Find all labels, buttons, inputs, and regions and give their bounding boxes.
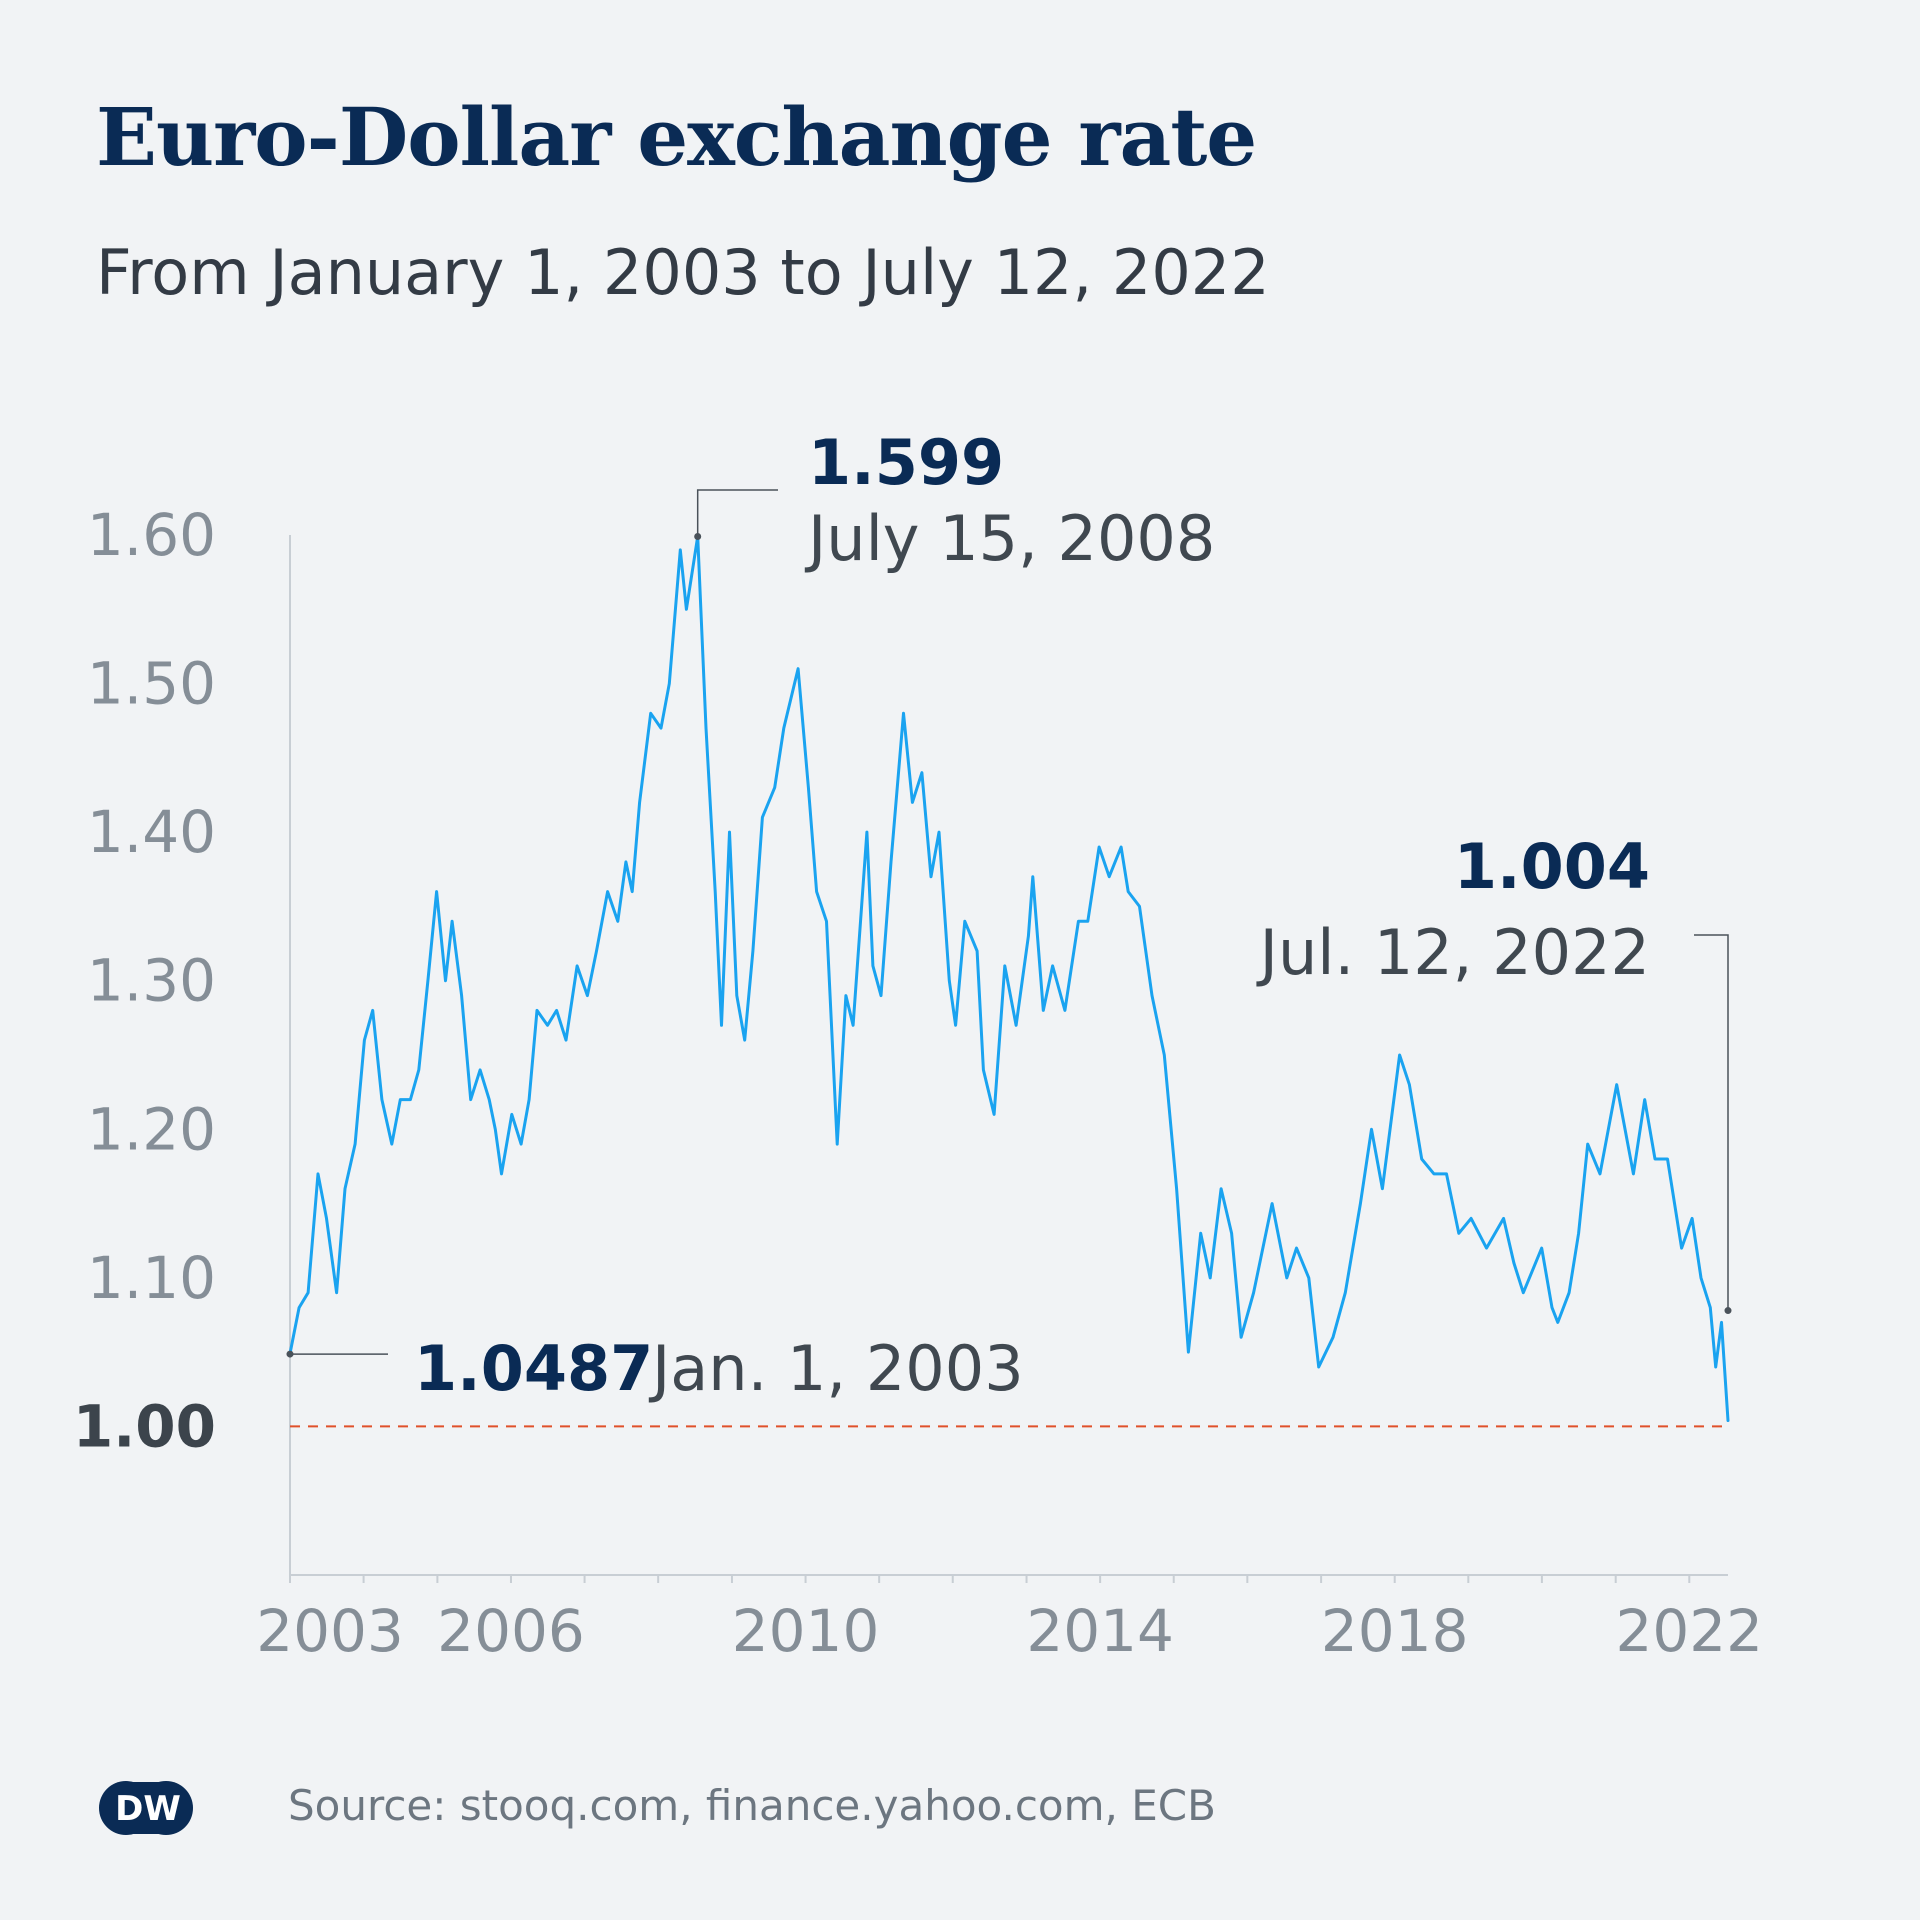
dw-logo: DW: [99, 1781, 193, 1835]
x-tick-label: 2003: [256, 1597, 404, 1665]
y-tick-label: 1.20: [87, 1095, 216, 1163]
x-tick-label: 2006: [437, 1597, 585, 1665]
x-tick-label: 2022: [1615, 1597, 1763, 1665]
y-tick-label: 1.00: [73, 1392, 216, 1460]
exchange-rate-line: [288, 535, 1730, 1422]
annotation-end-leader: [1694, 934, 1729, 1311]
y-tick-label: 1.50: [87, 650, 216, 718]
y-axis-labels: 1.60 1.50 1.40 1.30 1.20 1.10 1.00: [73, 501, 216, 1460]
axes: [289, 535, 1728, 1583]
x-tick-label: 2018: [1321, 1597, 1469, 1665]
annotation-peak-value: 1.599: [808, 426, 1004, 499]
series-layer: [288, 535, 1730, 1428]
annotation-start-date: Jan. 1, 2003: [648, 1332, 1024, 1405]
y-tick-label: 1.40: [87, 798, 216, 866]
chart-subtitle: From January 1, 2003 to July 12, 2022: [96, 236, 1270, 309]
annotation-start-value: 1.0487: [414, 1332, 653, 1405]
y-tick-label: 1.60: [87, 501, 216, 569]
annotation-peak-date: July 15, 2008: [804, 502, 1215, 575]
x-tick-label: 2010: [732, 1597, 880, 1665]
source-note: Source: stooq.com, finance.yahoo.com, EC…: [288, 1781, 1216, 1830]
chart-title: Euro-Dollar exchange rate: [96, 90, 1257, 184]
x-tick-label: 2014: [1026, 1597, 1174, 1665]
y-tick-label: 1.10: [87, 1244, 216, 1312]
logo-text: DW: [115, 1789, 181, 1829]
y-tick-label: 1.30: [87, 947, 216, 1015]
annotation-peak-leader: [696, 489, 778, 537]
x-axis-labels: 2003 2006 2010 2014 2018 2022: [256, 1597, 1763, 1665]
annotation-end-value: 1.004: [1454, 830, 1650, 903]
annotation-end-date: Jul. 12, 2022: [1256, 916, 1650, 989]
